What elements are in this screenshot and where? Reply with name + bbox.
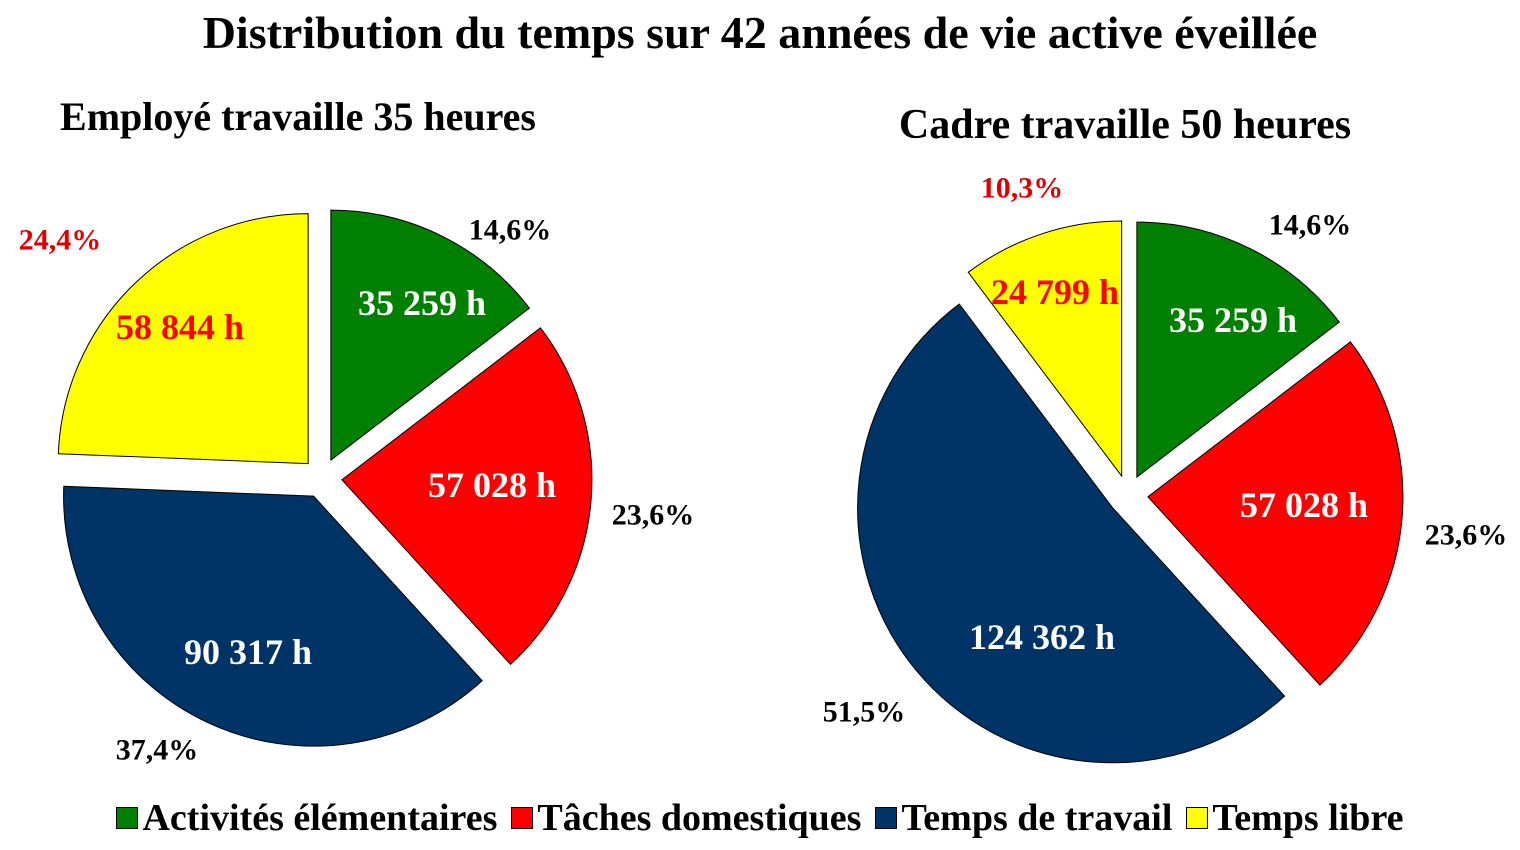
legend-item-taches: Tâches domestiques (511, 796, 861, 840)
percent-label: 24,4% (19, 224, 102, 257)
legend-swatch (875, 807, 898, 829)
value-label: 58 844 h (116, 307, 244, 347)
pie-title: Cadre travaille 50 heures (899, 102, 1351, 148)
value-label: 35 259 h (358, 283, 486, 323)
pie-slice-4 (57, 213, 309, 465)
pie-slice-3 (63, 485, 483, 747)
percent-label: 10,3% (981, 172, 1064, 205)
percent-label: 14,6% (469, 214, 552, 247)
legend-label: Activités élémentaires (142, 797, 498, 839)
value-label: 24 799 h (991, 272, 1119, 312)
pie-slice-1 (1136, 221, 1341, 479)
percent-label: 14,6% (1269, 209, 1352, 242)
pie-chart-1: Employé travaille 35 heures 35 259 h 14,6%… (19, 94, 695, 767)
legend-swatch (511, 807, 534, 829)
pie-slice-2 (1147, 341, 1404, 686)
legend-label: Tâches domestiques (537, 797, 862, 839)
pie-slice-2 (341, 327, 593, 666)
percent-label: 37,4% (116, 734, 199, 767)
pie-slice-1 (330, 209, 531, 462)
legend-label: Temps libre (1212, 797, 1404, 839)
chart-title: Distribution du temps sur 42 années de v… (202, 7, 1318, 58)
percent-label: 23,6% (612, 499, 695, 532)
value-label: 35 259 h (1169, 300, 1297, 340)
legend-item-activites: Activités élémentaires (116, 796, 497, 840)
pie-slice-3 (857, 303, 1286, 764)
value-label: 124 362 h (969, 617, 1115, 657)
pie-slice-4 (967, 220, 1123, 478)
legend: Activités élémentaires Tâches domestique… (0, 796, 1520, 840)
value-label: 57 028 h (428, 465, 556, 505)
pie-chart-2: Cadre travaille 50 heures 35 259 h 14,6% 57… (823, 102, 1508, 764)
legend-swatch (116, 807, 139, 829)
percent-label: 51,5% (823, 696, 906, 729)
legend-swatch (1186, 807, 1209, 829)
legend-item-libre: Temps libre (1186, 796, 1404, 840)
legend-item-travail: Temps de travail (875, 796, 1172, 840)
value-label: 90 317 h (184, 632, 312, 672)
pie-title: Employé travaille 35 heures (60, 94, 536, 139)
percent-label: 23,6% (1425, 519, 1508, 552)
legend-label: Temps de travail (901, 797, 1173, 839)
value-label: 57 028 h (1240, 485, 1368, 525)
